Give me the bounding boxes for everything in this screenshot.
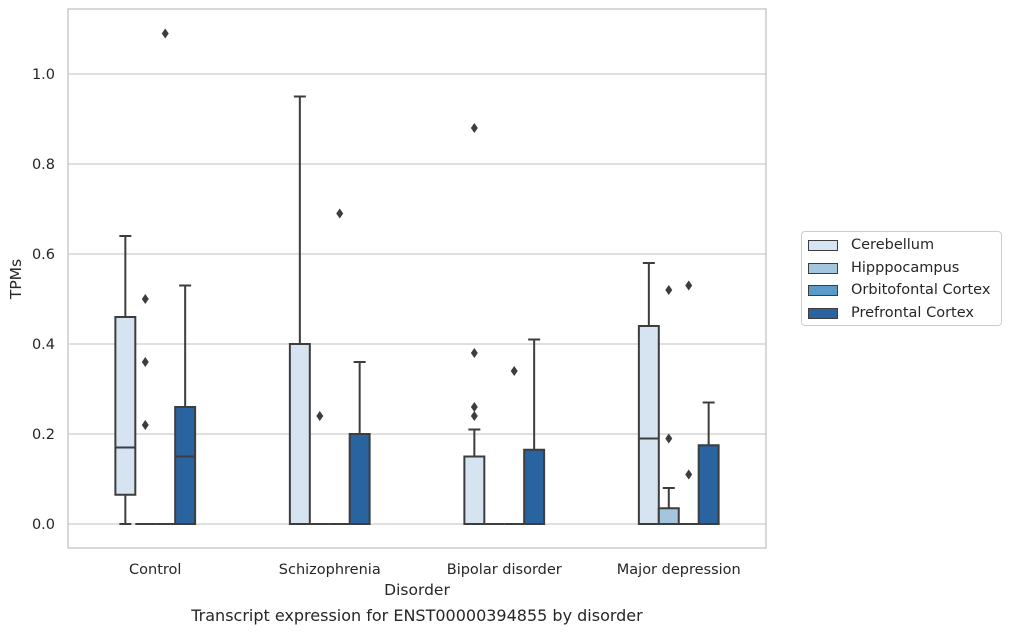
y-tick-labels: 0.0 0.2 0.4 0.6 0.8 1.0 <box>32 67 55 533</box>
box-major-depression-prefrontal-cortex <box>697 401 720 525</box>
box-iqr <box>637 325 660 525</box>
y-tick-label: 0.2 <box>32 427 55 443</box>
box-iqr <box>348 433 371 525</box>
outlier-point <box>510 366 518 376</box>
box-series <box>114 95 720 525</box>
box-iqr <box>523 448 546 525</box>
figure-caption: Transcript expression for ENST0000039485… <box>191 606 643 625</box>
box-major-depression-hipppocampus <box>657 487 680 525</box>
x-tick-labels: Control Schizophrenia Bipolar disorder Majo… <box>129 562 741 578</box>
y-tick-label: 1.0 <box>32 67 55 83</box>
legend-swatch-orbitofrontal <box>808 284 838 296</box>
box-iqr <box>174 406 197 525</box>
grid-lines <box>68 73 766 525</box>
legend-item-hippocampus: Hipppocampus <box>808 258 959 278</box>
outlier-point <box>685 280 693 291</box>
legend-item-cerebellum: Cerebellum <box>808 235 934 255</box>
outlier-point <box>470 411 478 421</box>
outlier-point <box>141 420 149 430</box>
outlier-point <box>470 402 478 412</box>
outlier-point <box>161 28 169 39</box>
legend-label-orbitofrontal: Orbitofontal Cortex <box>851 282 991 298</box>
outlier-point <box>665 285 673 295</box>
outlier-point <box>141 357 149 367</box>
outlier-points <box>141 28 693 480</box>
y-tick-label: 0.6 <box>32 247 55 263</box>
y-tick-label: 0.8 <box>32 157 55 173</box>
box-iqr <box>463 455 486 525</box>
box-schizophrenia-prefrontal-cortex <box>348 361 371 525</box>
x-tick-label-bipolar-disorder: Bipolar disorder <box>447 562 562 578</box>
outlier-point <box>336 208 344 219</box>
y-tick-label: 0.4 <box>32 337 55 353</box>
legend-swatch-cerebellum <box>808 239 838 251</box>
box-control-prefrontal-cortex <box>174 284 197 525</box>
x-tick-label-schizophrenia: Schizophrenia <box>279 562 381 578</box>
legend-swatch-hippocampus <box>808 262 838 274</box>
outlier-point <box>141 294 149 304</box>
box-iqr <box>657 507 680 525</box>
legend: Cerebellum Hipppocampus Orbitofontal Cor… <box>801 231 1002 326</box>
x-tick-label-control: Control <box>129 562 181 578</box>
outlier-point <box>316 411 324 421</box>
legend-label-cerebellum: Cerebellum <box>851 237 935 253</box>
legend-label-hippocampus: Hipppocampus <box>851 260 960 276</box>
legend-item-prefrontal: Prefrontal Cortex <box>808 303 974 323</box>
box-bipolar-disorder-cerebellum <box>463 428 486 525</box>
outlier-point <box>470 348 478 358</box>
y-tick-label: 0.0 <box>32 517 55 533</box>
box-bipolar-disorder-prefrontal-cortex <box>523 338 546 525</box>
outlier-point <box>665 433 673 444</box>
box-iqr <box>288 343 311 525</box>
box-iqr <box>697 444 720 525</box>
box-control-cerebellum <box>114 235 137 525</box>
box-schizophrenia-cerebellum <box>288 95 311 525</box>
y-axis-label: TPMs <box>7 259 25 300</box>
x-axis-label: Disorder <box>384 581 450 599</box>
outlier-point <box>470 123 478 133</box>
plot-frame <box>67 8 767 549</box>
legend-swatch-prefrontal <box>808 307 838 319</box>
legend-item-orbitofrontal: Orbitofontal Cortex <box>808 280 990 300</box>
legend-label-prefrontal: Prefrontal Cortex <box>851 305 974 321</box>
box-iqr <box>114 316 137 496</box>
x-tick-label-major-depression: Major depression <box>617 562 741 578</box>
outlier-point <box>685 469 693 480</box>
box-major-depression-cerebellum <box>637 262 660 525</box>
